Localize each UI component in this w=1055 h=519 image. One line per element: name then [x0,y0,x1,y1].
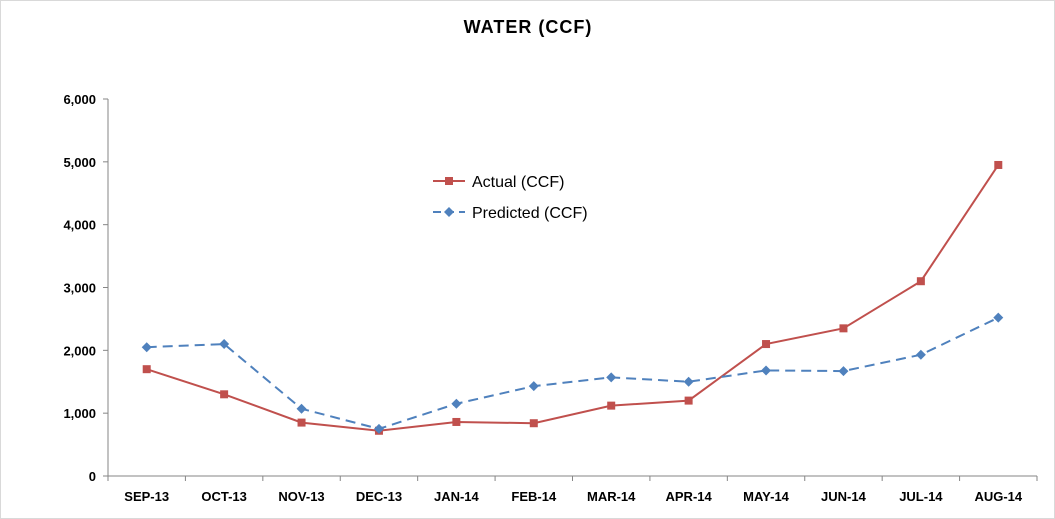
data-point [994,160,1003,169]
data-point [916,277,925,286]
x-tick-label: DEC-13 [356,489,402,504]
data-point [296,403,307,414]
x-tick-label: MAY-14 [743,489,790,504]
legend-marker [445,177,453,185]
data-point [684,396,693,405]
data-point [528,381,539,392]
data-point [683,376,694,387]
legend-entry: Actual (CCF) [433,174,564,191]
y-tick-label: 3,000 [63,281,96,296]
y-tick-label: 6,000 [63,92,96,107]
x-tick-label: JUN-14 [821,489,867,504]
data-point [452,417,461,426]
x-tick-label: AUG-14 [974,489,1022,504]
x-tick-label: OCT-13 [201,489,247,504]
data-point [529,419,538,428]
x-tick-label: JAN-14 [434,489,480,504]
data-point [142,365,151,374]
legend-marker [444,207,454,217]
data-point [141,342,152,353]
legend: Actual (CCF) Predicted (CCF) [433,174,588,222]
legend-label: Predicted (CCF) [472,205,588,222]
data-point [451,398,462,409]
x-tick-label: JUL-14 [899,489,943,504]
series-line [146,316,999,430]
x-tick-label: APR-14 [666,489,713,504]
series-actual [142,160,1003,435]
data-point [839,324,848,333]
y-tick-label: 2,000 [63,343,96,358]
x-tick-label: NOV-13 [278,489,324,504]
y-tick-label: 5,000 [63,155,96,170]
y-tick-label: 0 [89,469,96,484]
chart-title: WATER (CCF) [464,17,593,37]
series-layer [141,160,1004,435]
y-tick-label: 1,000 [63,406,96,421]
data-point [606,372,617,383]
data-point [607,401,616,410]
axes: 0 1,000 2,000 3,000 4,000 5,000 6,000 SEP-13 OCT… [63,92,1038,504]
legend-label: Actual (CCF) [472,174,564,191]
data-point [373,423,384,434]
y-tick-label: 4,000 [63,218,96,233]
data-point [297,418,306,427]
x-tick-label: FEB-14 [511,489,557,504]
data-point [838,366,849,377]
x-tick-label: SEP-13 [124,489,169,504]
series-predicted [141,312,1004,434]
data-point [220,390,229,399]
legend-entry: Predicted (CCF) [433,205,588,222]
series-line [146,164,1000,432]
data-point [761,365,772,376]
data-point [219,339,230,350]
data-point [762,340,771,349]
data-point [993,312,1004,323]
data-point [915,349,926,360]
x-tick-label: MAR-14 [587,489,636,504]
